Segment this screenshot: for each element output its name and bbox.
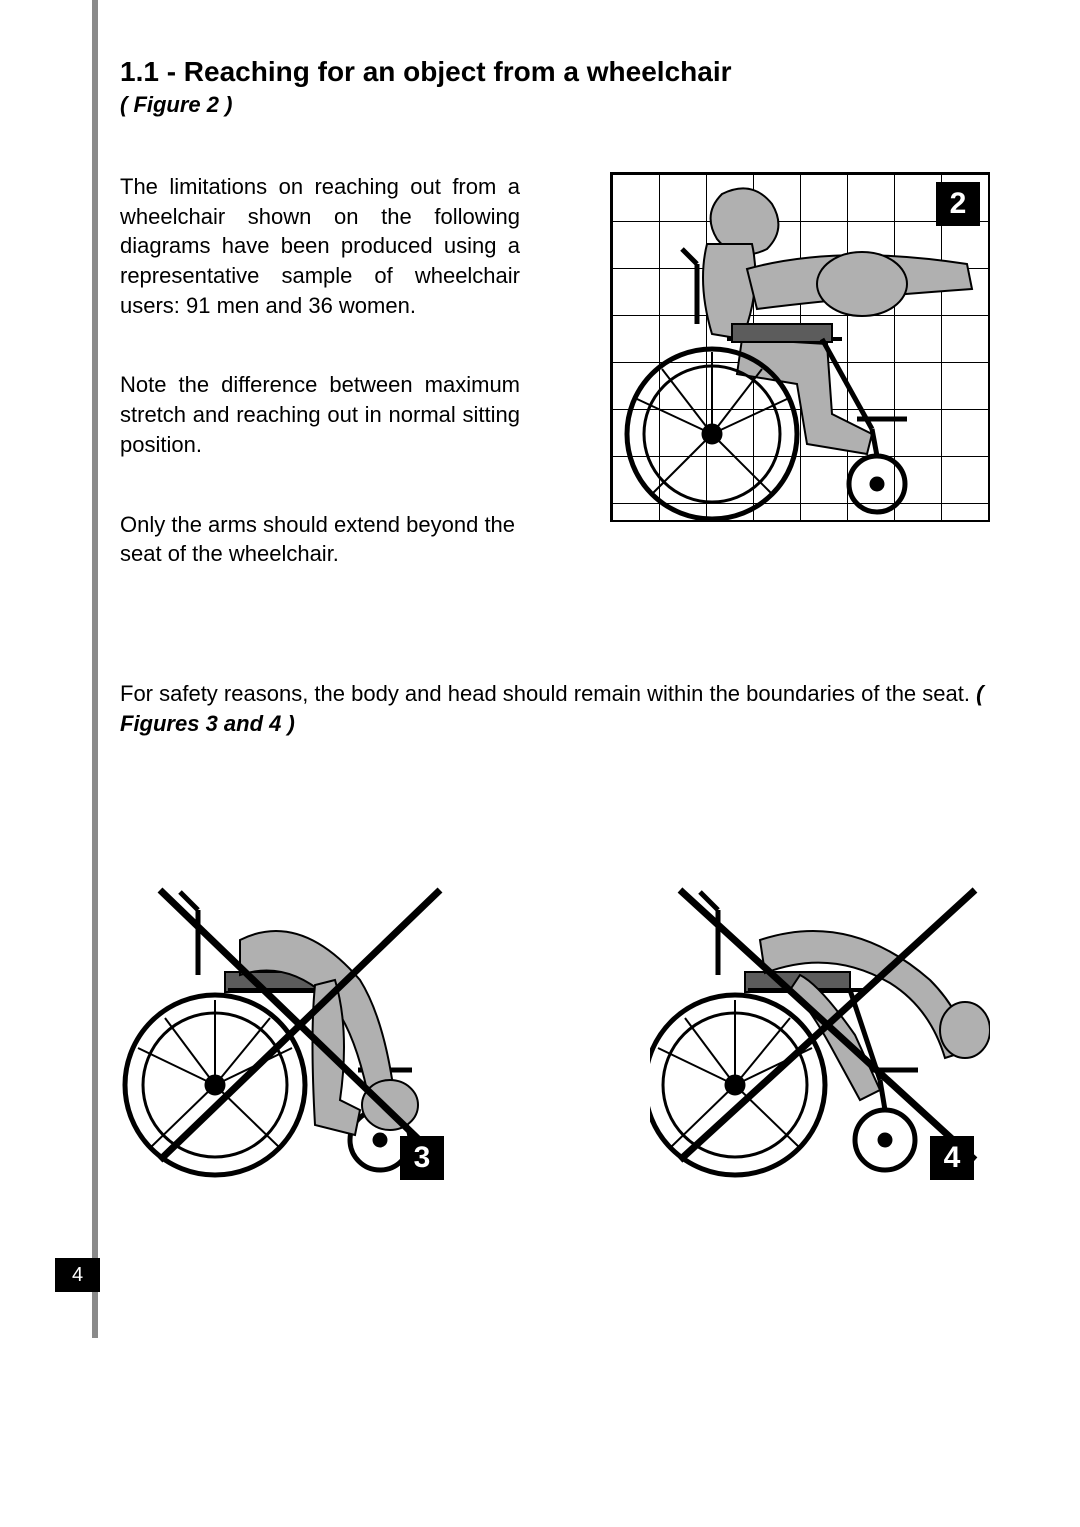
- figure-4: 4: [650, 880, 990, 1180]
- section-heading: 1.1 - Reaching for an object from a whee…: [120, 56, 990, 88]
- page-number: 4: [55, 1258, 100, 1292]
- figure-3-label: 3: [400, 1136, 444, 1180]
- section-subheading: ( Figure 2 ): [120, 92, 990, 118]
- paragraph-3: Only the arms should extend beyond the s…: [120, 510, 520, 569]
- figure-4-label: 4: [930, 1136, 974, 1180]
- paragraph-4: For safety reasons, the body and head sh…: [120, 679, 990, 738]
- paragraph-column: The limitations on reaching out from a w…: [120, 172, 520, 619]
- figure-2-label: 2: [936, 182, 980, 226]
- figure-3-illustration: [120, 880, 460, 1180]
- figure-2: 2: [610, 172, 990, 522]
- paragraph-1: The limitations on reaching out from a w…: [120, 172, 520, 320]
- figure-2-illustration: [612, 174, 990, 522]
- left-margin-rule: [92, 0, 98, 1338]
- paragraph-4-text: For safety reasons, the body and head sh…: [120, 681, 976, 706]
- figure-4-illustration: [650, 880, 990, 1180]
- figure-3: 3: [120, 880, 460, 1180]
- top-row: The limitations on reaching out from a w…: [120, 172, 990, 619]
- bottom-figures-row: 3: [120, 840, 990, 1180]
- page-content: 1.1 - Reaching for an object from a whee…: [120, 56, 990, 738]
- paragraph-2: Note the difference between maximum stre…: [120, 370, 520, 459]
